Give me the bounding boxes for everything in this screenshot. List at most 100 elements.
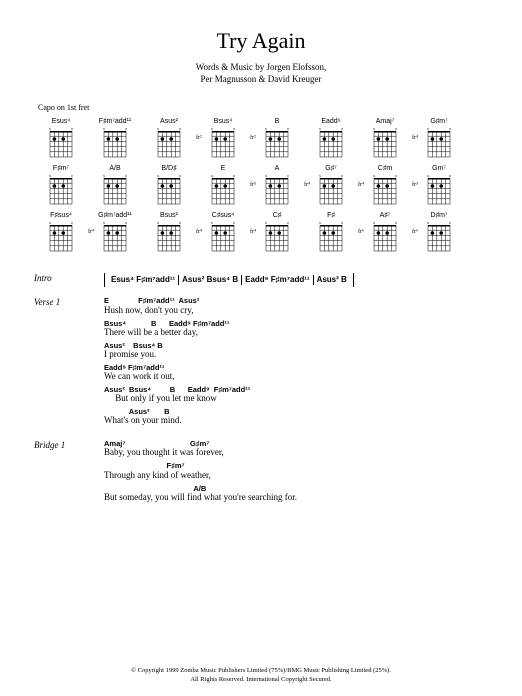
svg-text:o: o — [287, 174, 289, 178]
svg-text:x: x — [103, 174, 105, 178]
chord-fretboard: xo — [316, 127, 346, 161]
svg-text:x: x — [157, 221, 159, 225]
chord-fretboard: xo — [154, 127, 184, 161]
svg-text:o: o — [179, 174, 181, 178]
chord-fretboard: xo — [100, 174, 130, 208]
chord-fretboard: xofr⁵ — [262, 174, 292, 208]
svg-text:x: x — [49, 221, 51, 225]
svg-text:x: x — [211, 221, 213, 225]
svg-text:o: o — [287, 127, 289, 131]
credits-line-2: Per Magnusson & David Kreuger — [34, 74, 488, 86]
chord-diagram: F♯m⁷add¹¹xo — [92, 118, 138, 161]
chord-diagram: Amaj⁷xo — [362, 118, 408, 161]
chord-label: C♯sus⁴ — [212, 212, 234, 219]
intro-label: Intro — [34, 273, 104, 287]
svg-text:o: o — [233, 127, 235, 131]
chord-diagram: C♯sus⁴xofr⁴ — [200, 212, 246, 255]
chord-diagram: Eadd⁹xo — [308, 118, 354, 161]
chord-diagram: Exo — [200, 165, 246, 208]
credits-line-1: Words & Music by Jorgen Elofsson, — [34, 62, 488, 74]
chord-diagram: F♯sus⁴xo — [38, 212, 84, 255]
svg-text:o: o — [179, 127, 181, 131]
svg-text:x: x — [157, 174, 159, 178]
chord-diagram: D♯m⁷xofr⁶ — [416, 212, 462, 255]
svg-text:x: x — [319, 221, 321, 225]
svg-text:o: o — [341, 174, 343, 178]
fret-position: fr⁴ — [250, 229, 256, 235]
svg-text:o: o — [287, 221, 289, 225]
chord-label: G♯m⁷add¹¹ — [98, 212, 132, 219]
chord-label: Esus⁴ — [52, 118, 71, 125]
svg-text:o: o — [449, 174, 451, 178]
svg-text:o: o — [395, 127, 397, 131]
chord-diagram: G♯m⁷add¹¹ xofr⁴ — [92, 212, 138, 255]
svg-text:x: x — [427, 174, 429, 178]
fret-position: fr⁴ — [304, 182, 310, 188]
chord-label: F♯sus⁴ — [50, 212, 72, 219]
intro-chords: Esus⁴ F♯m⁷add¹¹Asus² Bsus⁴ BEadd⁹ F♯m⁷ad… — [104, 273, 354, 287]
intro-section: Intro Esus⁴ F♯m⁷add¹¹Asus² Bsus⁴ BEadd⁹ … — [34, 273, 488, 287]
chord-label: Bsus² — [160, 212, 178, 219]
chord-diagram: C♯mxofr⁴ — [362, 165, 408, 208]
svg-text:o: o — [341, 221, 343, 225]
svg-text:o: o — [179, 221, 181, 225]
svg-text:x: x — [427, 221, 429, 225]
fret-position: fr² — [250, 135, 256, 141]
chord-fretboard: xo — [46, 174, 76, 208]
svg-text:x: x — [157, 127, 159, 131]
chord-label: G♯m⁷ — [430, 118, 447, 125]
svg-text:x: x — [427, 127, 429, 131]
chord-label: F♯ — [327, 212, 335, 219]
chord-diagram-grid: Esus⁴xoF♯m⁷add¹¹xoAsus²xoBsus⁴xofr²Bxofr… — [34, 118, 488, 255]
chord-fretboard: xofr³ — [424, 174, 454, 208]
chord-label: G♯⁷ — [325, 165, 336, 172]
chord-fretboard: xofr⁴ — [208, 221, 238, 255]
chord-fretboard: xofr⁴ — [424, 127, 454, 161]
svg-text:x: x — [265, 127, 267, 131]
verse-1-section: Verse 1 E F♯m⁷add¹¹ Asus²Hush now, don't… — [34, 297, 488, 430]
song-title: Try Again — [34, 28, 488, 54]
svg-text:x: x — [49, 174, 51, 178]
svg-text:o: o — [125, 127, 127, 131]
svg-text:o: o — [449, 127, 451, 131]
svg-text:o: o — [395, 221, 397, 225]
chord-label: Bsus⁴ — [214, 118, 233, 125]
chord-diagram: G♯⁷xofr⁴ — [308, 165, 354, 208]
fret-position: fr⁴ — [196, 229, 202, 235]
chord-label: Amaj⁷ — [376, 118, 394, 125]
chord-label: B/D♯ — [161, 165, 176, 172]
capo-instruction: Capo on 1st fret — [38, 103, 488, 112]
fret-position: fr³ — [412, 182, 418, 188]
svg-text:x: x — [265, 174, 267, 178]
chord-diagram: F♯ x o — [308, 212, 354, 255]
chord-fretboard: xo — [370, 127, 400, 161]
chord-fretboard: xo — [154, 221, 184, 255]
chord-label: F♯m⁷add¹¹ — [99, 118, 131, 125]
chord-fretboard: xofr² — [208, 127, 238, 161]
chord-diagram: Bxofr² — [254, 118, 300, 161]
svg-text:o: o — [233, 221, 235, 225]
chord-diagram: Axofr⁵ — [254, 165, 300, 208]
fret-position: fr⁴ — [412, 135, 418, 141]
svg-text:o: o — [71, 174, 73, 178]
chord-diagram: Esus⁴ xo — [38, 118, 84, 161]
svg-text:x: x — [211, 127, 213, 131]
chord-diagram: Asus²xo — [146, 118, 192, 161]
credits: Words & Music by Jorgen Elofsson, Per Ma… — [34, 62, 488, 85]
svg-text:x: x — [265, 221, 267, 225]
chord-fretboard: xo — [46, 127, 76, 161]
chord-label: B — [275, 118, 280, 125]
svg-text:x: x — [373, 221, 375, 225]
chord-diagram: Bsus²xo — [146, 212, 192, 255]
fret-position: fr⁴ — [88, 229, 94, 235]
chord-label: D♯m⁷ — [431, 212, 448, 219]
chord-label: A♯⁷ — [380, 212, 391, 219]
svg-text:o: o — [71, 127, 73, 131]
chord-label: Gm⁷ — [432, 165, 446, 172]
chord-label: E — [221, 165, 226, 172]
chord-fretboard: xo — [154, 174, 184, 208]
svg-text:x: x — [373, 127, 375, 131]
chord-fretboard: xofr⁴ — [100, 221, 130, 255]
chord-label: F♯m⁷ — [53, 165, 69, 172]
chord-fretboard: xo — [208, 174, 238, 208]
